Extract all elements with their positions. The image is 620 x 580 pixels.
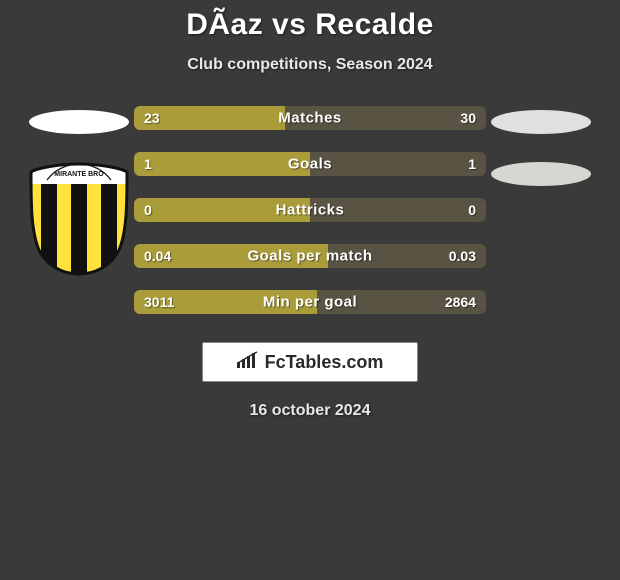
page-title: DÃ­az vs Recalde bbox=[0, 8, 620, 42]
stat-label: Hattricks bbox=[276, 202, 345, 219]
stat-bar: 1 1 Goals bbox=[134, 152, 486, 176]
stat-bar-left: 1 bbox=[134, 152, 310, 176]
stat-right-value: 0 bbox=[468, 202, 476, 218]
stat-left-value: 23 bbox=[144, 110, 160, 126]
stat-bar: 0 0 Hattricks bbox=[134, 198, 486, 222]
right-player-col bbox=[486, 106, 596, 214]
player-photo-placeholder-left bbox=[29, 110, 129, 134]
footer-brand-box[interactable]: FcTables.com bbox=[202, 342, 418, 382]
stat-bar: 23 30 Matches bbox=[134, 106, 486, 130]
player-photo-placeholder-right-2 bbox=[491, 162, 591, 186]
main-row: MIRANTE BRO 23 30 Matches 1 1 Goals 0 0 Hattrick… bbox=[0, 106, 620, 314]
stat-right-value: 30 bbox=[460, 110, 476, 126]
stat-left-value: 1 bbox=[144, 156, 152, 172]
stat-bars: 23 30 Matches 1 1 Goals 0 0 Hattricks 0.04 0.03 Goa… bbox=[134, 106, 486, 314]
stat-label: Goals bbox=[288, 156, 332, 173]
date-label: 16 october 2024 bbox=[0, 402, 620, 420]
stat-bar-left: 23 bbox=[134, 106, 285, 130]
stat-bar-right: 1 bbox=[310, 152, 486, 176]
stat-right-value: 1 bbox=[468, 156, 476, 172]
svg-text:MIRANTE BRO: MIRANTE BRO bbox=[54, 171, 104, 178]
stat-left-value: 3011 bbox=[144, 294, 174, 310]
footer-brand-text: FcTables.com bbox=[265, 352, 384, 373]
stat-label: Min per goal bbox=[263, 294, 357, 311]
stat-right-value: 0.03 bbox=[449, 248, 476, 264]
bar-chart-icon bbox=[237, 351, 259, 374]
club-badge-left: MIRANTE BRO bbox=[29, 162, 129, 276]
comparison-card: DÃ­az vs Recalde Club competitions, Seas… bbox=[0, 0, 620, 420]
stat-left-value: 0 bbox=[144, 202, 152, 218]
stat-label: Goals per match bbox=[247, 248, 372, 265]
stat-bar: 3011 2864 Min per goal bbox=[134, 290, 486, 314]
left-player-col: MIRANTE BRO bbox=[24, 106, 134, 276]
stat-label: Matches bbox=[278, 110, 342, 127]
stat-bar: 0.04 0.03 Goals per match bbox=[134, 244, 486, 268]
player-photo-placeholder-right-1 bbox=[491, 110, 591, 134]
stat-left-value: 0.04 bbox=[144, 248, 171, 264]
stat-right-value: 2864 bbox=[445, 294, 476, 310]
shield-icon: MIRANTE BRO bbox=[29, 162, 129, 276]
subtitle: Club competitions, Season 2024 bbox=[0, 56, 620, 74]
